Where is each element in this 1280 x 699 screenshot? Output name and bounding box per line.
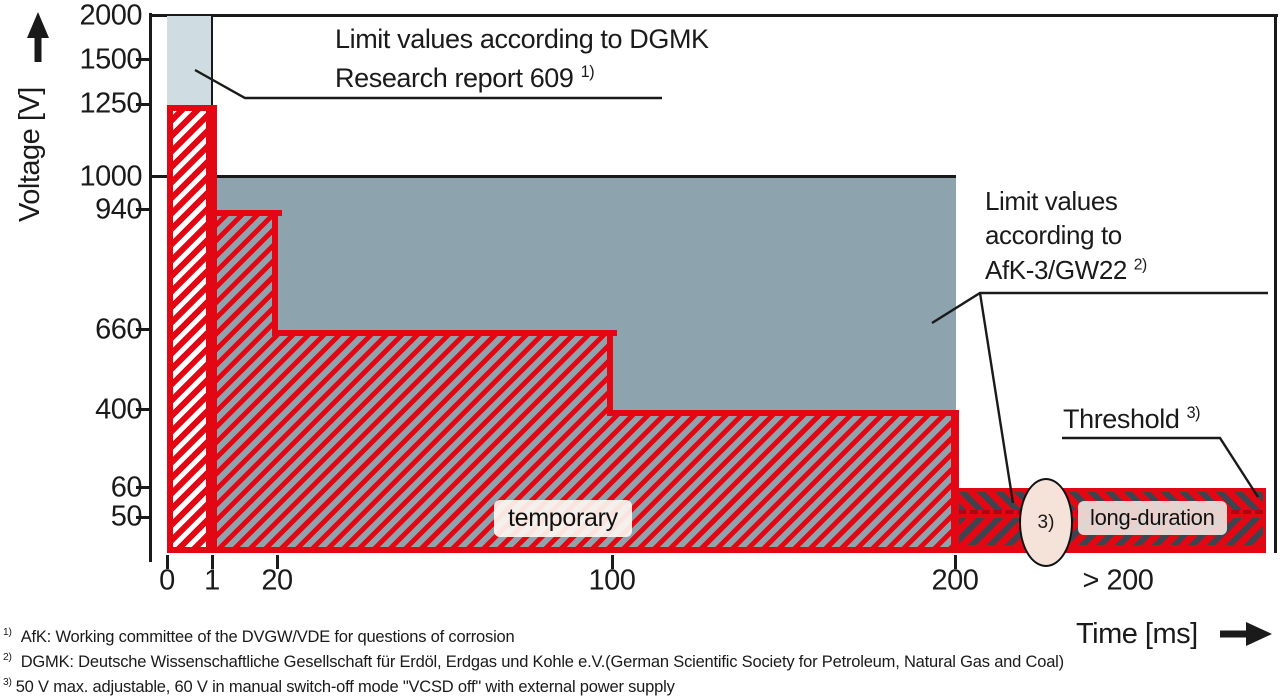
annotation-dgmk-line2: Research report 609 1)	[335, 59, 709, 98]
step-edge-1ms	[206, 105, 217, 553]
x-label-0: 0	[159, 564, 175, 597]
afk-leader-line-band	[978, 292, 1015, 504]
y-tick-940	[136, 208, 151, 211]
annotation-afk-sup: 2)	[1133, 255, 1147, 273]
x-tick-1	[211, 555, 214, 569]
annotation-threshold-text: Threshold	[1063, 404, 1180, 434]
footnote-2: 2) DGMK: Deutsche Wissenschaftliche Gesel…	[3, 652, 1064, 672]
y-tick-1250	[136, 103, 151, 106]
y-label-1000: 1000	[79, 160, 142, 193]
step-edge-940v	[212, 210, 282, 216]
x-tick-200	[954, 555, 957, 569]
x-label-200: 200	[931, 564, 979, 597]
step-edge-400v	[607, 410, 958, 416]
y-label-660: 660	[95, 313, 142, 346]
step-edge-baseline	[167, 547, 1266, 553]
annotation-afk-line3-text: AfK-3/GW22	[985, 254, 1127, 285]
time-axis-arrow-icon	[1246, 622, 1272, 646]
ellipse-label: 3)	[1037, 511, 1055, 533]
y-label-1250: 1250	[79, 87, 142, 120]
y-axis-line	[149, 13, 152, 562]
annotation-afk-line1: Limit values	[985, 186, 1118, 216]
gridline-1000v	[150, 175, 956, 178]
annotation-afk: Limit values according to AfK-3/GW22 2)	[985, 184, 1147, 287]
afk-leader-line-gray-region	[931, 291, 1268, 325]
zone-label-temporary: temporary	[494, 500, 632, 537]
x-tick-20	[276, 555, 279, 569]
y-axis-title: Voltage [V]	[14, 87, 46, 222]
y-tick-50	[136, 516, 151, 519]
annotation-dgmk-sup: 1)	[580, 63, 595, 82]
y-label-400: 400	[95, 393, 142, 426]
footnote-2-sup: 2)	[3, 652, 12, 663]
annotation-afk-line2: according to	[985, 220, 1122, 251]
step-edge-1250v	[167, 105, 212, 111]
footnote-1-sup: 1)	[3, 627, 12, 638]
y-tick-660	[136, 328, 151, 331]
step-edge-left	[167, 105, 173, 553]
dgmk-limit-region	[167, 16, 213, 105]
footnote-3-ellipse-marker: 3)	[1019, 478, 1073, 567]
footnote-1-text: AfK: Working committee of the DVGW/VDE f…	[20, 627, 515, 646]
x-label-100: 100	[588, 564, 636, 597]
annotation-dgmk-line2-text: Research report 609	[335, 63, 574, 94]
x-tick-0	[166, 555, 169, 569]
footnote-3-sup: 3)	[3, 677, 12, 688]
x-axis-title: Time [ms]	[1076, 618, 1198, 650]
x-label-20: 20	[261, 564, 293, 597]
plot-right-border	[1274, 14, 1277, 553]
annotation-dgmk: Limit values according to DGMK Research …	[335, 20, 709, 98]
y-label-940: 940	[95, 193, 142, 226]
x-label-gt200: > 200	[1082, 564, 1154, 597]
y-tick-60	[136, 486, 151, 489]
x-tick-100	[611, 555, 614, 569]
annotation-dgmk-line1: Limit values according to DGMK	[335, 24, 709, 54]
footnote-1: 1) AfK: Working committee of the DVGW/VDE…	[3, 627, 515, 647]
footnote-2-text: DGMK: Deutsche Wissenschaftliche Gesells…	[20, 652, 1064, 671]
y-tick-1500	[136, 58, 151, 61]
step-edge-660v	[272, 330, 617, 336]
footnote-3: 3) 50 V max. adjustable, 60 V in manual s…	[3, 677, 675, 697]
y-label-60: 60	[110, 471, 143, 504]
annotation-threshold-sup: 3)	[1186, 404, 1201, 422]
footnote-3-text: 50 V max. adjustable, 60 V in manual swi…	[15, 677, 675, 696]
step-edge-200ms	[951, 410, 959, 553]
step-edge-100ms	[607, 330, 613, 416]
y-label-1500: 1500	[79, 43, 142, 76]
annotation-threshold: Threshold 3)	[1063, 404, 1201, 435]
y-tick-400	[136, 408, 151, 411]
y-label-2000: 2000	[79, 0, 142, 32]
zone-label-long-duration: long-duration	[1078, 501, 1227, 535]
transient-hatched-column	[167, 105, 212, 553]
step-edge-20ms	[272, 210, 278, 336]
y-label-50: 50	[110, 500, 143, 533]
gridline-2000v	[150, 14, 1278, 17]
annotation-afk-line3: AfK-3/GW22 2)	[985, 253, 1147, 287]
x-label-1: 1	[204, 564, 220, 597]
